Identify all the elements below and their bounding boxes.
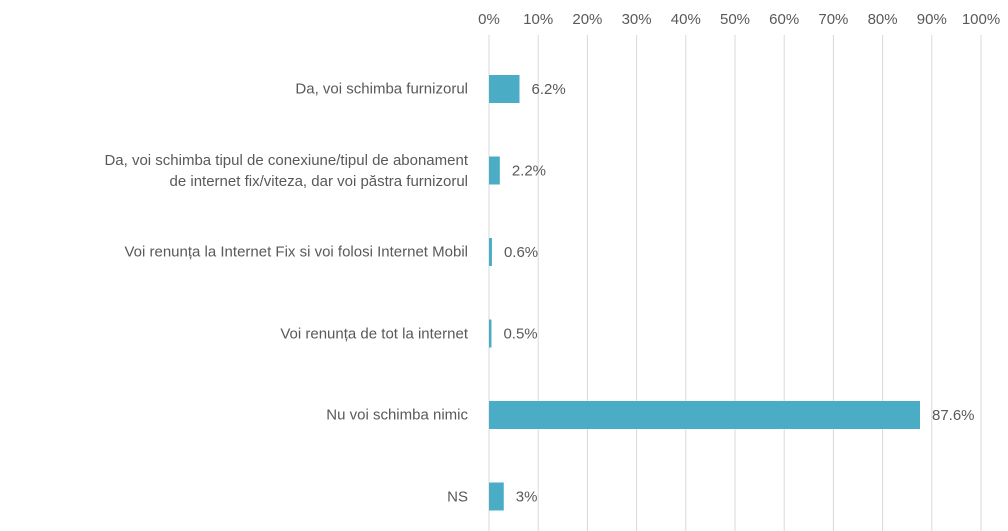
x-tick-label: 0% bbox=[478, 11, 500, 28]
x-tick-label: 20% bbox=[572, 11, 602, 28]
y-tick-label: Da, voi schimba furnizorul bbox=[295, 80, 468, 98]
x-tick-label: 100% bbox=[962, 11, 1000, 28]
x-tick-label: 10% bbox=[523, 11, 553, 28]
data-label: 87.6% bbox=[932, 407, 975, 424]
data-label: 6.2% bbox=[532, 81, 566, 98]
x-tick-label: 80% bbox=[868, 11, 898, 28]
data-label: 3% bbox=[516, 488, 538, 505]
data-label: 0.5% bbox=[503, 325, 537, 342]
x-tick-label: 60% bbox=[769, 11, 799, 28]
x-tick-label: 30% bbox=[622, 11, 652, 28]
y-tick-label: Da, voi schimba tipul de conexiune/tipul… bbox=[104, 151, 468, 190]
bar bbox=[489, 319, 492, 348]
y-tick-label: Voi renunța de tot la internet bbox=[280, 325, 468, 342]
bar bbox=[489, 401, 920, 429]
data-label: 2.2% bbox=[512, 162, 546, 179]
data-label: 0.6% bbox=[504, 244, 538, 261]
y-tick-label: NS bbox=[447, 488, 468, 505]
bar bbox=[489, 482, 504, 511]
x-tick-label: 90% bbox=[917, 11, 947, 28]
x-tick-label: 70% bbox=[818, 11, 848, 28]
y-tick-label: Nu voi schimba nimic bbox=[326, 406, 468, 424]
bar bbox=[489, 238, 492, 266]
x-tick-label: 40% bbox=[671, 11, 701, 28]
y-tick-label: Voi renunța la Internet Fix si voi folos… bbox=[124, 243, 468, 261]
x-tick-label: 50% bbox=[720, 11, 750, 28]
bar bbox=[489, 75, 520, 103]
bar bbox=[489, 156, 500, 185]
